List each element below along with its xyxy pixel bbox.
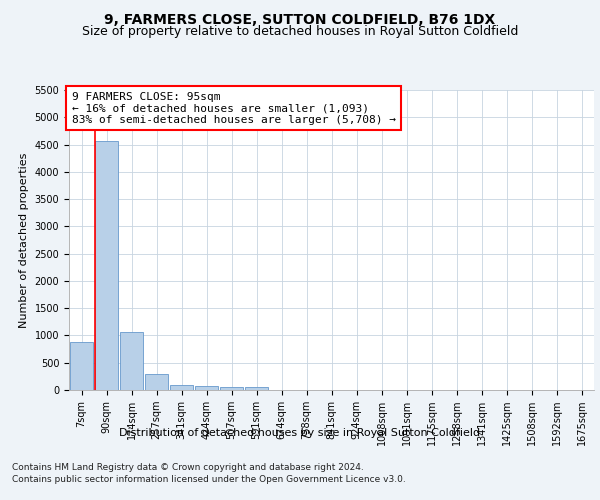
Bar (120, 332, 143, 390)
Text: 9 FARMERS CLOSE: 95sqm
← 16% of detached houses are smaller (1,093)
83% of semi-: 9 FARMERS CLOSE: 95sqm ← 16% of detached… (71, 92, 395, 124)
Y-axis label: Number of detached properties: Number of detached properties (19, 152, 29, 328)
Bar (70, 342, 93, 390)
Text: Distribution of detached houses by size in Royal Sutton Coldfield: Distribution of detached houses by size … (119, 428, 481, 438)
Bar (170, 385, 193, 390)
Bar (195, 386, 218, 390)
Bar (245, 388, 268, 390)
Bar (95, 140, 118, 390)
Text: Contains public sector information licensed under the Open Government Licence v3: Contains public sector information licen… (12, 475, 406, 484)
Text: 9, FARMERS CLOSE, SUTTON COLDFIELD, B76 1DX: 9, FARMERS CLOSE, SUTTON COLDFIELD, B76 … (104, 12, 496, 26)
Bar (145, 374, 168, 390)
Text: Size of property relative to detached houses in Royal Sutton Coldfield: Size of property relative to detached ho… (82, 25, 518, 38)
Bar (220, 387, 243, 390)
Text: Contains HM Land Registry data © Crown copyright and database right 2024.: Contains HM Land Registry data © Crown c… (12, 462, 364, 471)
